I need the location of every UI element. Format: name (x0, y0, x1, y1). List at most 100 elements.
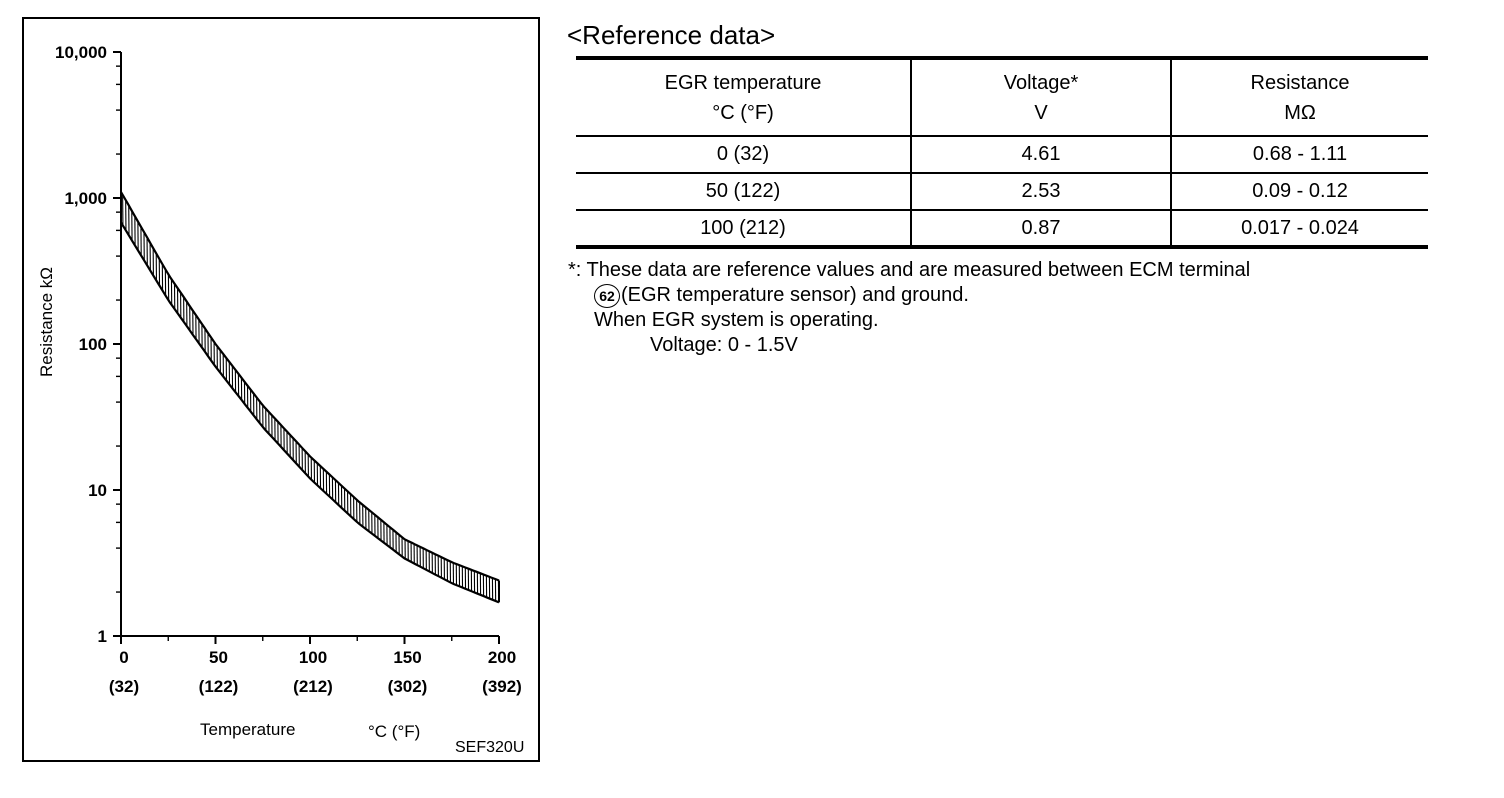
hatch-line (420, 192, 428, 603)
hatch-line (396, 192, 404, 603)
hatch-line (345, 192, 353, 603)
x-tick-sublabel: (392) (482, 677, 522, 696)
hatch-line (306, 192, 314, 603)
hatch-line (339, 192, 347, 603)
hatch-line (378, 192, 386, 603)
hatch-line (532, 32, 538, 636)
hatch-line (477, 192, 485, 603)
hatch-line (465, 192, 473, 603)
hatch-line (264, 192, 272, 603)
hatch-line (174, 192, 182, 603)
hatch-line (327, 192, 335, 603)
x-axis-label: Temperature (200, 720, 295, 739)
hatch-line (312, 192, 320, 603)
note-line-4: Voltage: 0 - 1.5V (650, 334, 798, 356)
hatch-line (375, 192, 383, 603)
hatch-line (228, 192, 236, 603)
hatch-line (261, 192, 269, 603)
hatch-line (372, 192, 380, 603)
hatch-line (321, 192, 329, 603)
header-resistance: Resistance MΩ (1170, 56, 1428, 137)
hatch-line (225, 192, 233, 603)
hatch-line (240, 192, 248, 603)
hatch-line (291, 192, 299, 603)
hatch-line (462, 192, 470, 603)
hatch-line (393, 192, 401, 603)
hatch-line (492, 192, 499, 603)
chart-labels: 1 10 100 1,000 10,000 0 (32) 50 (122) 100 (212) 150… (37, 43, 524, 756)
hatch-line (438, 192, 446, 603)
hatch-line (231, 192, 239, 603)
x-tick-sublabel: (122) (199, 677, 239, 696)
hatch-line (357, 192, 365, 603)
hatch-line (147, 192, 155, 603)
reference-table: EGR temperature °C (°F) Voltage* V Resis… (576, 56, 1428, 249)
y-axis-label: Resistance kΩ (37, 267, 56, 377)
hatch-line (432, 192, 440, 603)
hatch-line (360, 192, 368, 603)
reference-title: <Reference data> (567, 20, 776, 50)
hatch-line (198, 192, 206, 603)
hatch-line (168, 192, 176, 603)
hatch-line (201, 192, 209, 603)
hatch-line (183, 192, 191, 603)
hatch-line (390, 192, 398, 603)
hatch-line (159, 192, 167, 603)
hatch-line (529, 32, 535, 636)
y-tick-label: 1,000 (64, 189, 107, 208)
table-header-row: EGR temperature °C (°F) Voltage* V Resis… (576, 56, 1428, 137)
hatch-line (441, 192, 449, 603)
hatch-line (177, 192, 185, 603)
hatch-line (195, 192, 203, 603)
hatch-line (141, 192, 149, 603)
hatch-line (252, 192, 260, 603)
table-row: 0 (32) 4.61 0.68 - 1.11 (576, 136, 1428, 174)
hatch-line (162, 192, 170, 603)
hatch-line (138, 192, 146, 603)
hatch-line (444, 192, 452, 603)
hatch-line (297, 192, 305, 603)
hatch-line (526, 32, 532, 636)
hatch-line (471, 192, 479, 603)
hatch-line (249, 192, 257, 603)
figure-code: SEF320U (455, 739, 524, 756)
hatch-line (342, 192, 350, 603)
upper-limit-curve (120, 191, 500, 582)
hatch-line (369, 192, 377, 603)
resistance-band (120, 32, 538, 636)
hatch-line (459, 192, 467, 603)
hatch-line (474, 192, 482, 603)
hatch-line (498, 192, 499, 603)
hatch-line (351, 192, 359, 603)
cell-voltage: 4.61 (910, 136, 1171, 174)
y-tick-label: 10 (88, 481, 107, 500)
hatch-line (255, 192, 263, 603)
header-egr-temperature: EGR temperature °C (°F) (576, 56, 911, 137)
hatch-line (318, 192, 326, 603)
hatch-line (126, 192, 134, 603)
cell-voltage: 2.53 (910, 173, 1171, 211)
hatch-line (514, 32, 520, 636)
hatch-line (273, 192, 281, 603)
header-voltage: Voltage* V (910, 56, 1171, 137)
hatch-line (508, 32, 514, 636)
hatch-line (505, 32, 511, 636)
hatch-line (267, 192, 275, 603)
hatch-line (192, 192, 200, 603)
table-row: 50 (122) 2.53 0.09 - 0.12 (576, 173, 1428, 211)
x-tick-sublabel: (32) (109, 677, 139, 696)
cell-voltage: 0.87 (910, 210, 1171, 249)
chart-frame (22, 17, 540, 762)
hatch-line (213, 192, 221, 603)
hatch-line (315, 192, 323, 603)
y-tick-label: 100 (79, 335, 107, 354)
hatch-line (336, 192, 344, 603)
cell-temperature: 0 (32) (576, 136, 911, 174)
hatch-line (285, 192, 293, 603)
hatch-line (408, 192, 416, 603)
hatch-line (486, 192, 494, 603)
hatch-line (288, 192, 296, 603)
hatch-line (517, 32, 523, 636)
hatch-line (135, 192, 143, 603)
